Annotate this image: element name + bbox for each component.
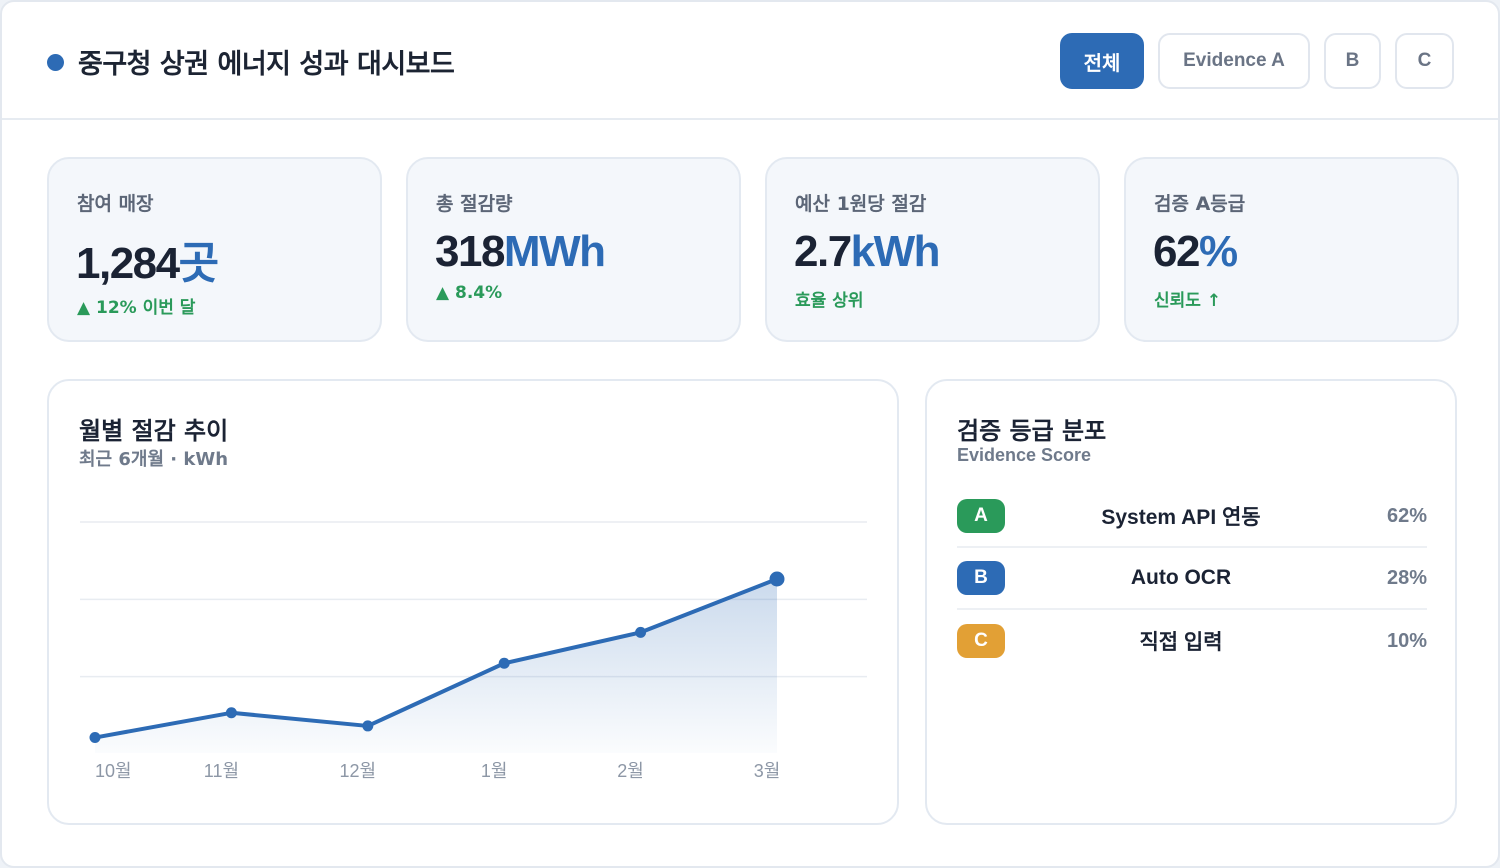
kpi-label: 검증 A등급 bbox=[1154, 193, 1246, 215]
distribution-subtitle: Evidence Score bbox=[957, 445, 1092, 465]
kpi-value: 318MWh bbox=[435, 227, 606, 277]
grade-percent: 28% bbox=[1386, 566, 1427, 589]
filter-all-button[interactable]: 전체 bbox=[1060, 33, 1144, 89]
grade-percent: 10% bbox=[1386, 629, 1427, 652]
kpi-card-grade-a: 검증 A등급 62% 신뢰도 ↑ bbox=[1124, 157, 1459, 342]
kpi-unit: MWh bbox=[503, 227, 606, 276]
kpi-note: 신뢰도 ↑ bbox=[1154, 291, 1222, 311]
kpi-label: 예산 1원당 절감 bbox=[795, 193, 927, 215]
status-dot-icon bbox=[47, 54, 64, 71]
kpi-label: 총 절감량 bbox=[436, 193, 513, 215]
chart-subtitle: 최근 6개월 · kWh bbox=[79, 449, 229, 470]
x-axis-tick-label: 3월 bbox=[754, 761, 781, 781]
grade-row-b: B Auto OCR 28% bbox=[957, 548, 1427, 610]
kpi-card-stores: 참여 매장 1,284곳 ▲ 12% 이번 달 bbox=[47, 157, 382, 342]
chart-title: 월별 절감 추이 bbox=[79, 417, 229, 445]
chart-area-fill bbox=[95, 579, 777, 753]
kpi-trend: ▲ 12% 이번 달 bbox=[77, 298, 196, 318]
kpi-trend: ▲ 8.4% bbox=[436, 283, 503, 303]
kpi-number: 318 bbox=[435, 227, 505, 276]
kpi-value: 62% bbox=[1153, 227, 1238, 277]
filter-c-button[interactable]: C bbox=[1395, 33, 1454, 89]
chart-point[interactable] bbox=[769, 571, 785, 587]
kpi-card-efficiency: 예산 1원당 절감 2.7kWh 효율 상위 bbox=[765, 157, 1100, 342]
monthly-savings-chart-card: 월별 절감 추이 최근 6개월 · kWh 10월 11월 12월 1월 2월 3월 bbox=[47, 379, 899, 825]
grade-source-label: 직접 입력 bbox=[1139, 631, 1223, 654]
evidence-filter-group: 전체 Evidence A B C bbox=[1060, 33, 1454, 89]
grade-distribution-card: 검증 등급 분포 Evidence Score A System API 연동 … bbox=[925, 379, 1457, 825]
kpi-number: 62 bbox=[1153, 227, 1200, 276]
kpi-label: 참여 매장 bbox=[77, 193, 154, 215]
chart-point[interactable] bbox=[225, 707, 237, 719]
kpi-unit: % bbox=[1198, 227, 1238, 276]
grade-badge-c: C bbox=[957, 624, 1005, 658]
x-axis-tick-label: 11월 bbox=[204, 761, 239, 781]
grade-badge-a: A bbox=[957, 499, 1005, 533]
filter-b-button[interactable]: B bbox=[1324, 33, 1381, 89]
grade-source-label: System API 연동 bbox=[1101, 506, 1261, 529]
grade-badge-b: B bbox=[957, 561, 1005, 595]
header: 중구청 상권 에너지 성과 대시보드 전체 Evidence A B C bbox=[2, 2, 1498, 120]
kpi-note: 효율 상위 bbox=[795, 291, 864, 311]
x-axis-tick-label: 12월 bbox=[340, 761, 377, 781]
filter-evidence-a-button[interactable]: Evidence A bbox=[1158, 33, 1310, 89]
kpi-unit: 곳 bbox=[178, 239, 219, 288]
grade-row-a: A System API 연동 62% bbox=[957, 486, 1427, 548]
chart-series-line bbox=[94, 577, 778, 740]
chart-point[interactable] bbox=[498, 657, 510, 669]
x-axis-tick-label: 1월 bbox=[481, 761, 508, 781]
chart-point[interactable] bbox=[635, 626, 647, 638]
kpi-card-savings: 총 절감량 318MWh ▲ 8.4% bbox=[406, 157, 741, 342]
grade-row-c: C 직접 입력 10% bbox=[957, 610, 1427, 672]
kpi-number: 2.7 bbox=[794, 227, 852, 276]
kpi-row: 참여 매장 1,284곳 ▲ 12% 이번 달 총 절감량 318MWh ▲ 8… bbox=[47, 157, 1459, 342]
chart-point[interactable] bbox=[362, 720, 374, 732]
distribution-title: 검증 등급 분포 bbox=[957, 417, 1107, 445]
kpi-value: 2.7kWh bbox=[794, 227, 941, 277]
page-title: 중구청 상권 에너지 성과 대시보드 bbox=[78, 49, 455, 80]
grade-percent: 62% bbox=[1386, 504, 1427, 527]
chart-point[interactable] bbox=[89, 732, 101, 744]
kpi-number: 1,284 bbox=[76, 239, 180, 288]
x-axis-tick-label: 2월 bbox=[617, 761, 644, 781]
kpi-value: 1,284곳 bbox=[76, 227, 219, 291]
monthly-savings-chart: 10월 11월 12월 1월 2월 3월 bbox=[80, 521, 867, 781]
grade-source-label: Auto OCR bbox=[1130, 566, 1232, 589]
x-axis-tick-label: 10월 bbox=[95, 761, 132, 781]
kpi-unit: kWh bbox=[850, 227, 941, 276]
